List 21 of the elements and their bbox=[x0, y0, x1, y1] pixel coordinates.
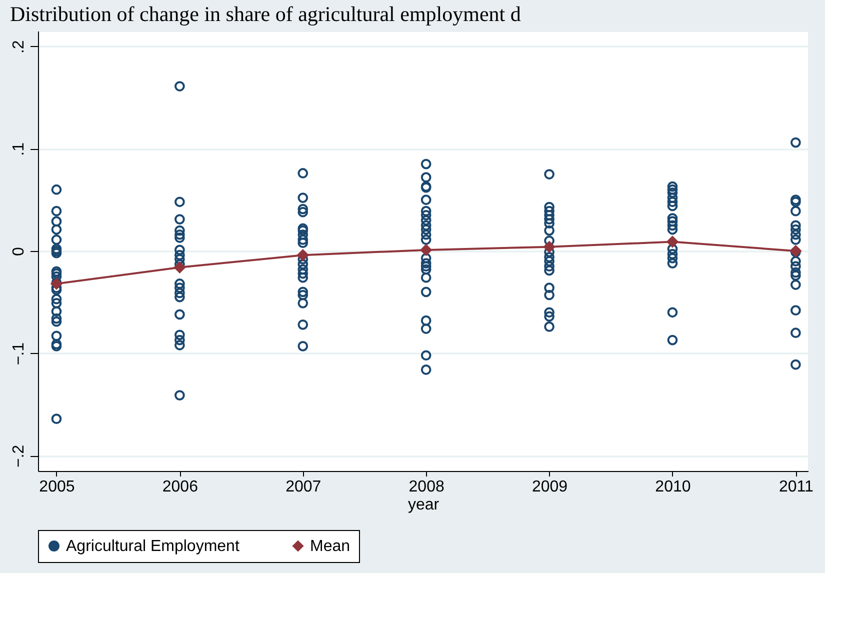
y-tick-label: .2 bbox=[10, 40, 28, 54]
x-tick-label: 2005 bbox=[39, 478, 75, 496]
x-tick-label: 2009 bbox=[532, 478, 568, 496]
x-tick-label: 2008 bbox=[408, 478, 444, 496]
x-tick-label: 2006 bbox=[162, 478, 198, 496]
y-tick-label: −.2 bbox=[10, 444, 28, 468]
x-tick-label: 2007 bbox=[286, 478, 322, 496]
chart-title: Distribution of change in share of agricultural employment d bbox=[10, 2, 522, 26]
x-axis-title: year bbox=[408, 496, 440, 514]
legend-label: Agricultural Employment bbox=[66, 538, 240, 555]
y-tick-label: 0 bbox=[10, 246, 28, 256]
point bbox=[666, 236, 679, 248]
point bbox=[543, 240, 556, 254]
point bbox=[296, 248, 310, 262]
x-tick-label: 2011 bbox=[778, 478, 814, 496]
x-tick-label: 2010 bbox=[655, 478, 691, 496]
y-tick-label: .1 bbox=[10, 142, 28, 156]
legend-label: Mean bbox=[310, 538, 350, 555]
point bbox=[174, 261, 186, 274]
y-tick-label: −.1 bbox=[10, 342, 28, 366]
point bbox=[420, 244, 432, 256]
